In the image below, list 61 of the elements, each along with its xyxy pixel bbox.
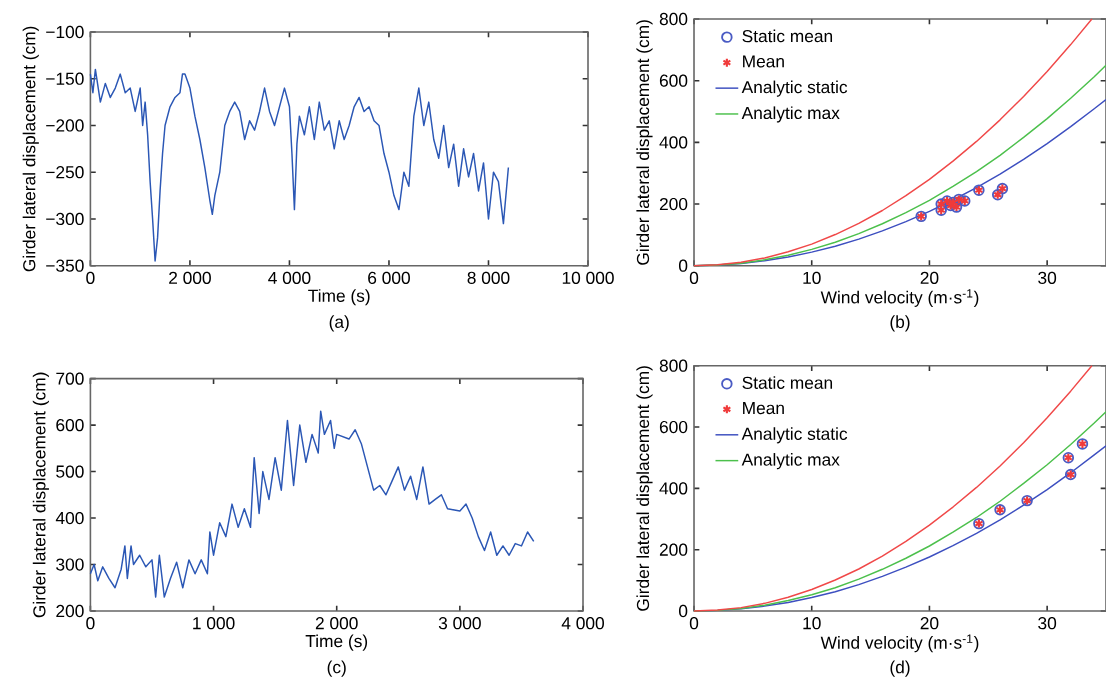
x-tick-label: 30	[1038, 617, 1057, 630]
x-tick-label: 4 000	[268, 271, 311, 285]
y-axis-title: Girder lateral displacement (cm)	[636, 366, 653, 611]
y-tick-label: 800	[659, 359, 688, 372]
x-tick-label: 8 000	[467, 271, 510, 285]
legend-label: Static mean	[742, 29, 833, 43]
x-tick-label: 0	[689, 617, 699, 630]
text: (a)	[329, 315, 349, 332]
y-tick-label: −300	[46, 212, 84, 226]
x-axis-title: Time (s)	[308, 289, 370, 306]
y-tick-label: 400	[659, 136, 688, 149]
y-axis-title: Girder lateral displacement (cm)	[636, 20, 653, 265]
y-tick-label: −200	[46, 119, 84, 132]
legend-label: Static mean	[742, 376, 833, 389]
legend-label: Mean	[743, 55, 784, 68]
y-tick-label: 800	[659, 12, 688, 26]
x-axis-title: Wind velocity (m·s$^{-1}$)	[820, 289, 979, 307]
text: (b)	[890, 315, 910, 332]
x-tick-label: 4 000	[561, 617, 604, 630]
x-tick-label: 2 000	[169, 271, 211, 285]
x-tick-label: 0	[689, 271, 699, 285]
y-tick-label: 200	[659, 543, 688, 556]
y-tick-label: 200	[659, 197, 688, 211]
x-tick-label: 20	[920, 271, 939, 285]
x-tick-label: 2 000	[315, 617, 358, 630]
y-axis-title: Girder lateral displacement (cm)	[22, 26, 39, 272]
x-axis-title: Time (s)	[305, 634, 368, 651]
legend-label: Analytic max	[741, 106, 840, 123]
y-axis-title: Girder lateral displacement (cm)	[32, 372, 49, 618]
y-tick-label: 200	[56, 604, 84, 618]
x-tick-label: 0	[86, 617, 95, 630]
y-tick-label: 600	[659, 74, 688, 87]
y-tick-label: −250	[46, 166, 84, 179]
x-tick-label: 30	[1038, 271, 1057, 285]
y-tick-label: 0	[678, 604, 688, 618]
x-tick-label: 3 000	[438, 617, 481, 630]
x-tick-label: 20	[920, 617, 939, 630]
x-tick-label: 6 000	[368, 271, 410, 285]
legend-label: Analytic max	[741, 453, 840, 470]
y-tick-label: 600	[659, 420, 688, 434]
x-tick-label: 10	[803, 271, 821, 285]
y-tick-label: 400	[659, 482, 688, 495]
legend-label: Mean	[743, 402, 784, 415]
y-tick-label: 500	[56, 465, 84, 478]
y-tick-label: 700	[56, 372, 84, 385]
y-tick-label: 400	[55, 511, 84, 525]
x-axis-title: Wind velocity (m·s$^{-1}$)	[820, 634, 979, 653]
y-tick-label: −350	[46, 259, 84, 272]
text: (d)	[890, 660, 910, 677]
y-tick-label: −100	[46, 25, 84, 39]
x-tick-label: 1 000	[193, 617, 235, 630]
y-tick-label: 300	[56, 558, 84, 571]
text: (c)	[327, 660, 346, 677]
y-tick-label: 0	[678, 259, 688, 272]
x-tick-label: 10 000	[562, 271, 614, 285]
y-tick-label: 600	[56, 418, 84, 432]
x-tick-label: 0	[86, 271, 95, 285]
legend-label: Analytic static	[741, 427, 848, 444]
x-tick-label: 10	[803, 617, 821, 630]
y-tick-label: −150	[46, 72, 84, 85]
legend-label: Analytic static	[741, 80, 848, 97]
